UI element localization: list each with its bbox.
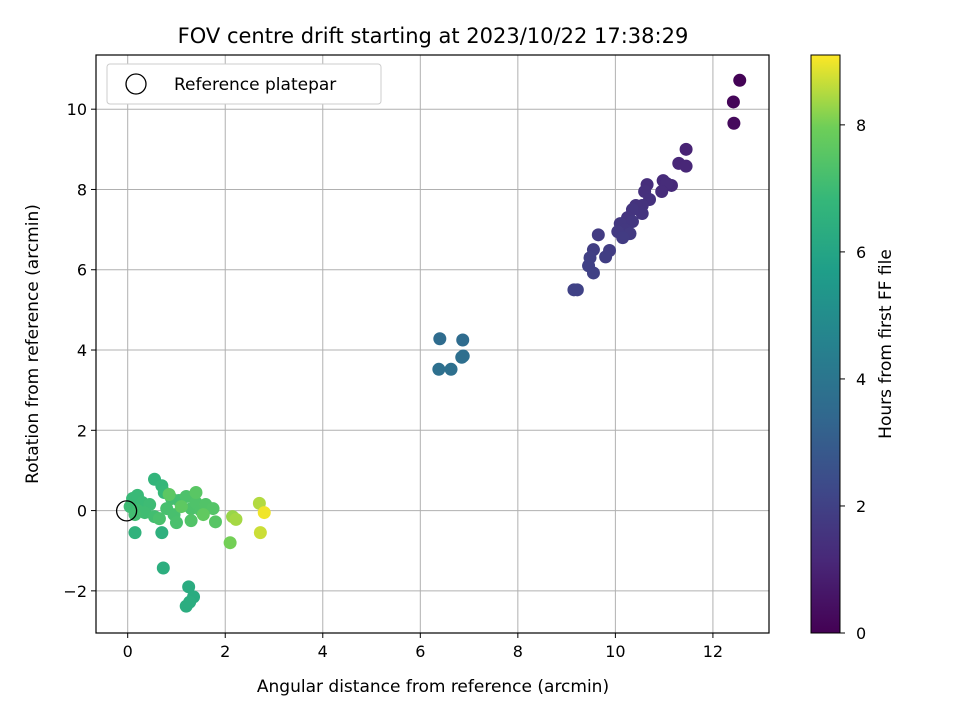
colorbar-tick-label: 8: [856, 116, 866, 135]
y-tick-label: 2: [77, 421, 87, 440]
data-point: [432, 362, 446, 376]
colorbar-tick-label: 2: [856, 497, 866, 516]
data-point: [433, 332, 447, 346]
data-point: [182, 580, 196, 594]
data-point: [257, 506, 271, 520]
data-point: [155, 526, 169, 540]
y-tick-label: 8: [77, 180, 87, 199]
data-point: [567, 283, 581, 297]
x-tick-label: 0: [123, 642, 133, 661]
plot-frame: [95, 54, 770, 634]
colorbar: [810, 54, 841, 634]
data-point: [196, 508, 210, 522]
data-point: [208, 515, 222, 529]
data-point: [727, 116, 741, 130]
colorbar-ticks: 0 2 4 6 8: [840, 116, 866, 643]
data-point: [206, 502, 220, 516]
x-tick-label: 8: [513, 642, 523, 661]
data-point: [591, 228, 605, 242]
data-point: [189, 486, 203, 500]
y-axis-label: Rotation from reference (arcmin): [23, 204, 43, 484]
data-point: [138, 506, 152, 520]
data-points: [123, 73, 747, 613]
y-tick-label: 4: [77, 341, 87, 360]
data-point: [726, 95, 740, 109]
data-point: [156, 561, 170, 575]
data-point: [169, 516, 183, 530]
legend: Reference platepar: [106, 63, 382, 105]
data-point: [223, 536, 237, 550]
reference-platepar-marker: [115, 500, 138, 522]
legend-box: [106, 63, 382, 105]
data-point: [586, 266, 600, 280]
data-point: [184, 514, 198, 528]
data-point: [183, 595, 197, 609]
data-point: [253, 526, 267, 540]
legend-reference-icon: [125, 73, 147, 95]
data-point: [455, 350, 469, 364]
axis-ticks: 0 2 4 6 8 10 12 −2 0 2 4 6 8 10: [63, 100, 723, 661]
x-tick-label: 6: [415, 642, 425, 661]
data-point: [179, 490, 193, 504]
legend-reference-label: Reference platepar: [174, 75, 336, 95]
data-point: [456, 333, 470, 347]
x-tick-label: 10: [605, 642, 625, 661]
x-tick-label: 4: [318, 642, 328, 661]
x-tick-label: 12: [703, 642, 723, 661]
data-point: [128, 508, 142, 522]
data-point: [152, 512, 166, 526]
colorbar-tick-label: 6: [856, 243, 866, 262]
data-point: [128, 526, 142, 540]
x-tick-label: 2: [220, 642, 230, 661]
data-point: [616, 231, 630, 245]
grid-lines: [96, 55, 769, 633]
data-point: [655, 184, 669, 198]
data-point: [229, 512, 243, 526]
data-point: [679, 142, 693, 156]
data-point: [162, 488, 176, 502]
y-tick-label: 0: [77, 502, 87, 521]
y-tick-label: 6: [77, 261, 87, 280]
data-point: [679, 159, 693, 173]
x-axis-label: Angular distance from reference (arcmin): [257, 677, 609, 697]
data-point: [174, 500, 188, 514]
data-point: [635, 207, 649, 221]
colorbar-tick-label: 0: [856, 624, 866, 643]
data-point: [599, 250, 613, 264]
colorbar-tick-label: 4: [856, 370, 866, 389]
data-point: [444, 362, 458, 376]
y-tick-label: 10: [67, 100, 87, 119]
data-point: [733, 73, 747, 87]
colorbar-label: Hours from first FF file: [876, 249, 896, 439]
y-tick-label: −2: [63, 582, 87, 601]
chart-title: FOV centre drift starting at 2023/10/22 …: [178, 24, 689, 48]
